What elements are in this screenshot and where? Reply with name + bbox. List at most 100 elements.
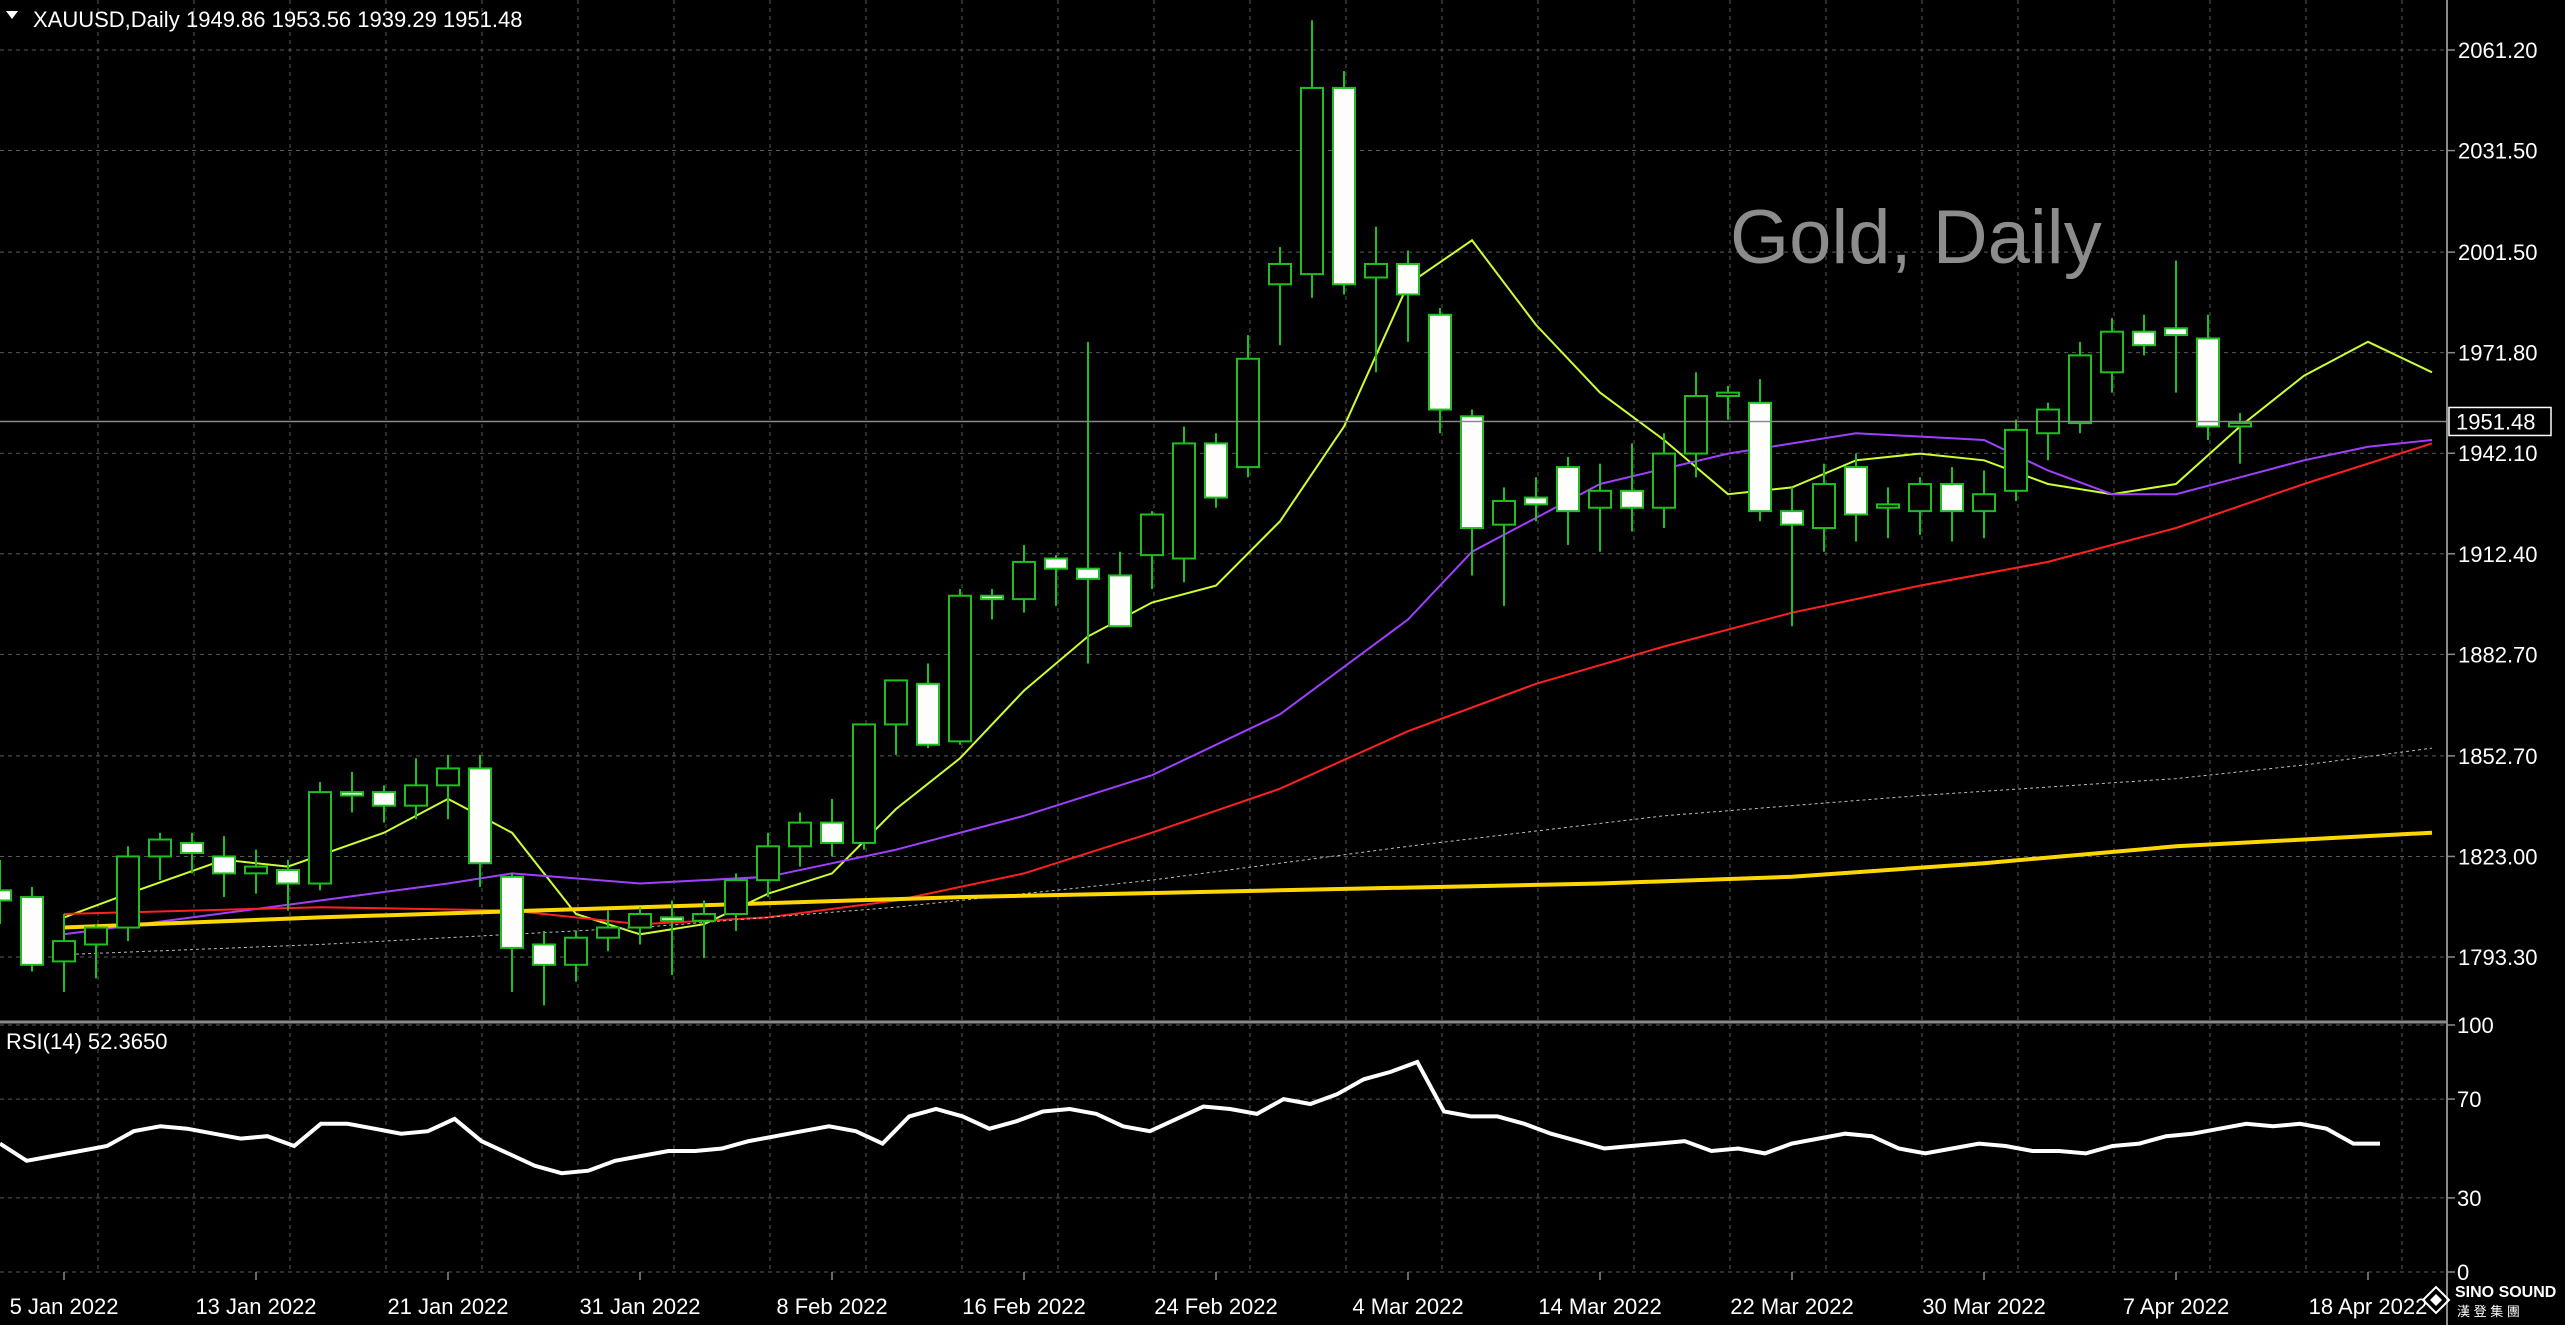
moving-average-lines <box>63 238 2433 956</box>
current-price-label: 1951.48 <box>2448 406 2552 437</box>
candle-body <box>308 791 332 885</box>
candle-body <box>756 845 780 882</box>
candle <box>788 812 812 867</box>
candle-body <box>884 679 908 726</box>
candle <box>1940 467 1964 542</box>
candle-body <box>84 926 108 946</box>
candle <box>724 873 748 931</box>
candle-body <box>564 936 588 966</box>
candle <box>916 663 940 749</box>
candle-body <box>692 913 716 922</box>
candle <box>52 914 76 992</box>
date-tick-label: 14 Mar 2022 <box>1538 1294 1662 1319</box>
candle-body <box>372 791 396 807</box>
candle <box>1140 511 1164 589</box>
candle <box>948 588 972 745</box>
candle <box>276 859 300 911</box>
chart-watermark: Gold, Daily <box>1730 195 2102 280</box>
candle-body <box>1908 483 1932 513</box>
candle <box>1876 487 1900 539</box>
candle <box>1588 463 1612 552</box>
price-tick-label: 1912.40 <box>2458 542 2538 567</box>
candle-body <box>628 913 652 929</box>
candle <box>212 836 236 898</box>
candle <box>84 924 108 979</box>
candle-body <box>436 767 460 787</box>
candle <box>2100 318 2124 393</box>
candle-body <box>852 723 876 844</box>
candle <box>1556 456 1580 545</box>
date-tick-label: 30 Mar 2022 <box>1922 1294 2046 1319</box>
candle-body <box>1204 442 1228 499</box>
candle <box>660 900 684 975</box>
candle-body <box>2228 422 2252 428</box>
date-tick-label: 24 Feb 2022 <box>1154 1294 1278 1319</box>
rsi-tick-label: 30 <box>2457 1186 2481 1211</box>
candle-body <box>212 855 236 875</box>
candle <box>692 900 716 959</box>
candle <box>244 849 268 894</box>
candle-body <box>116 855 140 929</box>
candle-body <box>1396 262 1420 296</box>
candle <box>820 798 844 857</box>
current-price-value: 1951.48 <box>2456 409 2536 434</box>
rsi-line-group <box>0 1059 2380 1176</box>
candle <box>1812 463 1836 552</box>
candle <box>372 785 396 823</box>
candle <box>1076 341 1100 664</box>
candle <box>1716 385 1740 420</box>
candle <box>2164 260 2188 393</box>
sino-sound-logo: SINO SOUND 漢 登 集 團 <box>2421 1284 2556 1319</box>
candle <box>1460 409 1484 576</box>
candle-body <box>1268 262 1292 286</box>
candle <box>180 832 204 874</box>
candles <box>0 20 2252 1006</box>
candle-body <box>788 821 812 848</box>
moving-average-line-3 <box>63 442 2433 926</box>
candle <box>1364 226 1388 373</box>
candle <box>500 873 524 992</box>
candle <box>1972 470 1996 539</box>
candle-body <box>2132 330 2156 347</box>
candle-body <box>660 916 684 922</box>
candle-body <box>820 821 844 844</box>
candle <box>1108 551 1132 628</box>
candle-body <box>948 594 972 743</box>
candle <box>148 832 172 881</box>
candle-body <box>1076 567 1100 580</box>
candle <box>468 754 492 887</box>
candle <box>1332 70 1356 295</box>
candle-body <box>2196 337 2220 428</box>
candle <box>1780 487 1804 627</box>
candle-body <box>340 791 364 797</box>
price-tick-label: 1823.00 <box>2458 844 2538 869</box>
price-tick-label: 1942.10 <box>2458 441 2538 466</box>
candle-body <box>1652 452 1676 509</box>
date-tick-label: 5 Jan 2022 <box>10 1294 119 1319</box>
candle-body <box>2164 327 2188 337</box>
candle-body <box>1300 86 1324 276</box>
price-tick-label: 2001.50 <box>2458 240 2538 265</box>
candle-body <box>2100 330 2124 374</box>
candle-body <box>1940 483 1964 513</box>
date-tick-label: 21 Jan 2022 <box>387 1294 508 1319</box>
date-tick-label: 8 Feb 2022 <box>776 1294 887 1319</box>
candle <box>1844 453 1868 542</box>
date-tick-label: 16 Feb 2022 <box>962 1294 1086 1319</box>
price-tick-label: 2061.20 <box>2458 38 2538 63</box>
candle <box>1908 477 1932 535</box>
candle-body <box>1012 560 1036 601</box>
logo-emblem-icon <box>2421 1285 2451 1315</box>
candle-body <box>1812 483 1836 530</box>
date-tick-label: 31 Jan 2022 <box>579 1294 700 1319</box>
candle <box>1044 555 1068 606</box>
collapse-triangle-icon[interactable] <box>6 11 18 19</box>
candle <box>1428 307 1452 434</box>
candle <box>1300 20 1324 298</box>
candle <box>0 859 12 925</box>
moving-average-line-4 <box>63 747 2433 956</box>
candle <box>1268 247 1292 346</box>
candle <box>1204 433 1228 508</box>
